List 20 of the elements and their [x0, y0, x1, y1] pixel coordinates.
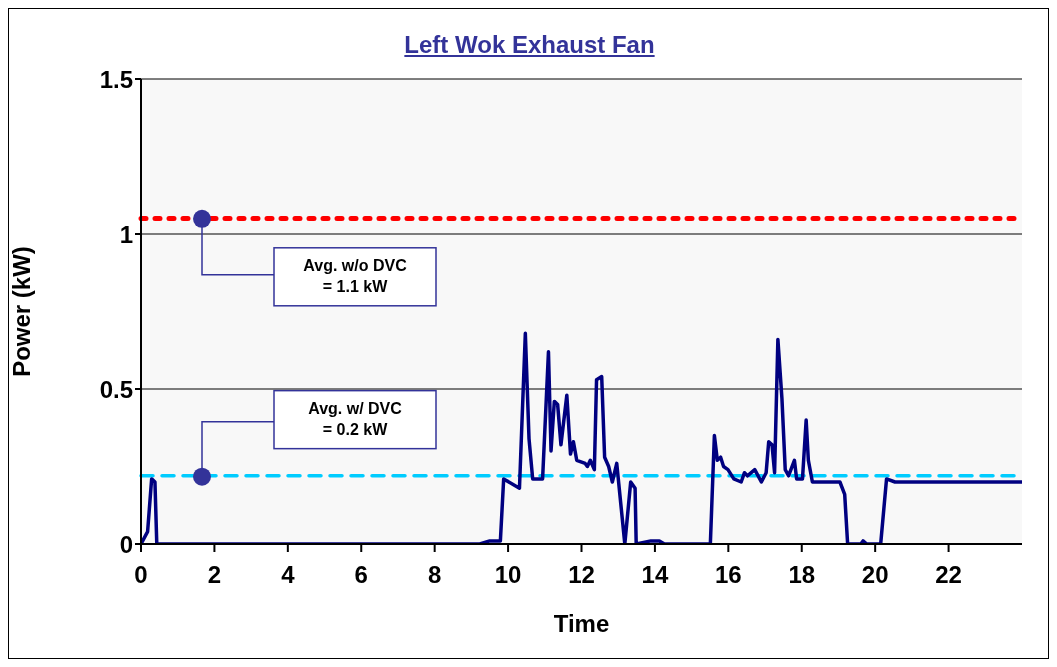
x-axis-title: Time — [553, 610, 610, 637]
x-tick-label: 16 — [714, 561, 742, 589]
x-tick-label: 14 — [641, 561, 669, 589]
y-tick-label: 1.5 — [99, 65, 133, 93]
x-tick-label: 6 — [354, 561, 368, 589]
x-tick-label: 10 — [494, 561, 522, 589]
x-tick-label: 4 — [281, 561, 296, 589]
y-axis-title: Power (kW) — [7, 246, 35, 377]
x-tick-label: 18 — [788, 561, 816, 589]
y-tick-label: 0.5 — [99, 375, 133, 403]
x-tick-label: 22 — [935, 561, 962, 589]
x-tick-label: 2 — [207, 561, 222, 589]
x-tick-label: 12 — [568, 561, 595, 589]
x-tick-label: 8 — [427, 561, 442, 589]
x-tick-label: 20 — [861, 561, 889, 589]
chart-title: Left Wok Exhaust Fan — [403, 31, 656, 59]
y-tick-label: 0 — [119, 530, 133, 558]
y-tick-label: 1 — [119, 220, 133, 248]
annotation: Avg. w/ DVC = 0.2 kW — [308, 399, 403, 438]
annotation: Avg. w/o DVC = 1.1 kW — [303, 256, 408, 295]
